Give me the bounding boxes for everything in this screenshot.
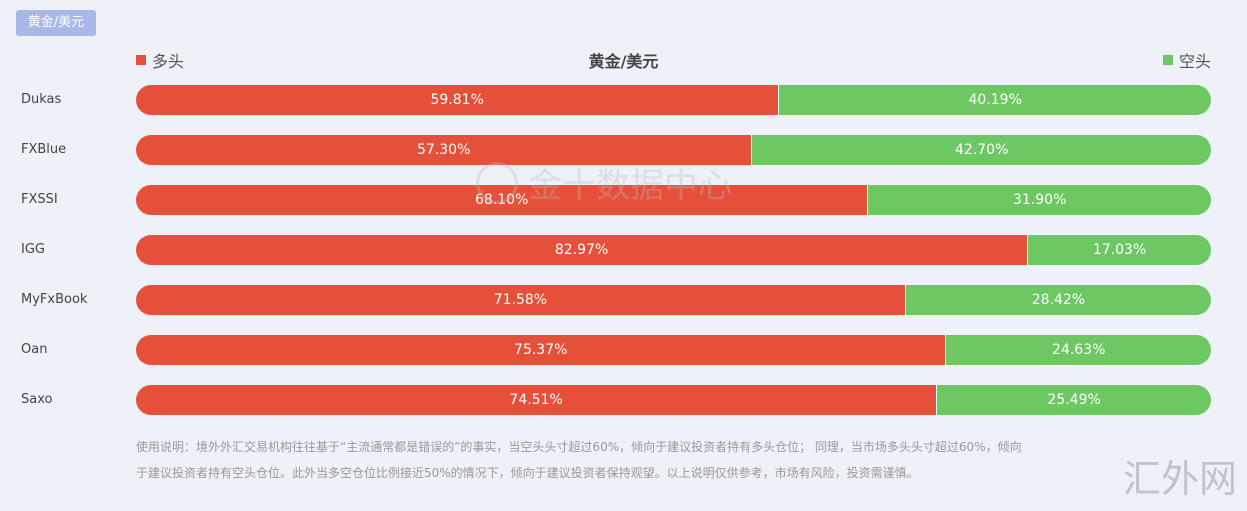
stacked-bar[interactable]: 57.30% 42.70% bbox=[136, 135, 1211, 165]
legend-short: 空头 bbox=[1162, 48, 1211, 72]
usage-note-line-2: 于建议投资者持有空头仓位。此外当多空仓位比例接近50%的情况下，倾向于建议投资者… bbox=[136, 466, 919, 480]
category-label: Dukas bbox=[21, 92, 62, 107]
usage-note-line-1: 使用说明：境外外汇交易机构往往基于“主流通常都是错误的”的事实，当空头头寸超过6… bbox=[136, 440, 1022, 454]
legend-long-label: 多头 bbox=[152, 52, 185, 71]
chart-row: Saxo 74.51% 25.49% bbox=[0, 385, 1247, 415]
stacked-bar[interactable]: 59.81% 40.19% bbox=[136, 85, 1211, 115]
stacked-bar[interactable]: 75.37% 24.63% bbox=[136, 335, 1211, 365]
bar-segment-short: 25.49% bbox=[937, 385, 1211, 415]
category-label: IGG bbox=[21, 242, 45, 257]
chart-row: FXSSI 68.10% 31.90% bbox=[0, 185, 1247, 215]
bar-segment-short: 31.90% bbox=[868, 185, 1211, 215]
bar-segment-long: 82.97% bbox=[136, 235, 1029, 265]
category-label: Oan bbox=[21, 342, 48, 357]
bar-segment-long: 75.37% bbox=[136, 335, 947, 365]
stacked-bar[interactable]: 74.51% 25.49% bbox=[136, 385, 1211, 415]
watermark-corner: 汇外网 bbox=[1122, 457, 1237, 501]
category-label: MyFxBook bbox=[21, 292, 88, 307]
bar-segment-short: 28.42% bbox=[905, 285, 1211, 315]
stacked-bar[interactable]: 68.10% 31.90% bbox=[136, 185, 1211, 215]
legend-short-swatch bbox=[1162, 55, 1173, 65]
bar-segment-long: 74.51% bbox=[136, 385, 938, 415]
bar-segment-long: 59.81% bbox=[136, 85, 780, 115]
bar-segment-long: 68.10% bbox=[136, 185, 869, 215]
usage-note: 使用说明：境外外汇交易机构往往基于“主流通常都是错误的”的事实，当空头头寸超过6… bbox=[136, 434, 1056, 486]
bar-segment-short: 40.19% bbox=[779, 85, 1211, 115]
bar-segment-short: 42.70% bbox=[752, 135, 1211, 165]
bar-segment-long: 57.30% bbox=[136, 135, 753, 165]
legend-short-label: 空头 bbox=[1178, 52, 1211, 71]
bar-segment-long: 71.58% bbox=[136, 285, 906, 315]
chart-row: IGG 82.97% 17.03% bbox=[0, 235, 1247, 265]
chart-row: MyFxBook 71.58% 28.42% bbox=[0, 285, 1247, 315]
category-label: Saxo bbox=[21, 392, 53, 407]
tab-gold-usd[interactable]: 黄金/美元 bbox=[16, 10, 96, 36]
bar-segment-short: 24.63% bbox=[946, 335, 1211, 365]
stacked-bar[interactable]: 82.97% 17.03% bbox=[136, 235, 1211, 265]
legend-long: 多头 bbox=[136, 48, 184, 72]
chart-row: Oan 75.37% 24.63% bbox=[0, 335, 1247, 365]
legend-long-swatch bbox=[136, 55, 146, 65]
chart-title: 黄金/美元 bbox=[588, 52, 659, 71]
category-label: FXBlue bbox=[21, 142, 67, 157]
chart-row: FXBlue 57.30% 42.70% bbox=[0, 135, 1247, 165]
category-label: FXSSI bbox=[21, 192, 58, 207]
bar-segment-short: 17.03% bbox=[1028, 235, 1211, 265]
stacked-bar[interactable]: 71.58% 28.42% bbox=[136, 285, 1211, 315]
chart-row: Dukas 59.81% 40.19% bbox=[0, 85, 1247, 115]
